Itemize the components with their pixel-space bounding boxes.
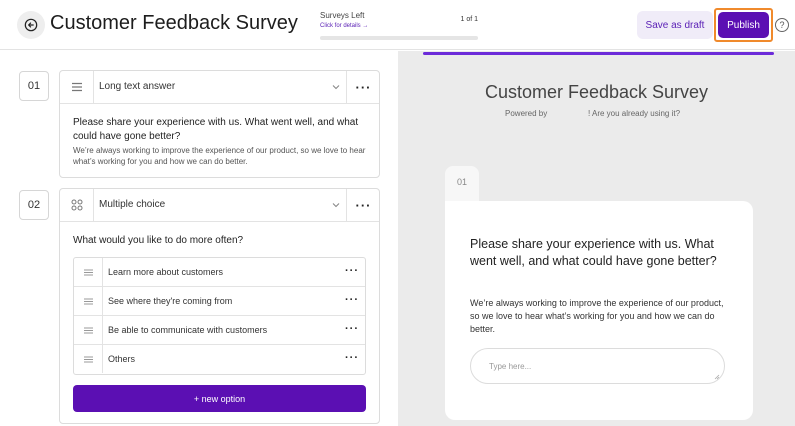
arrow-left-icon [24,18,38,32]
preview-progress-bar [423,52,774,55]
option-more-icon[interactable]: ··· [345,294,359,306]
option-label[interactable]: See where they're coming from [108,296,233,306]
question-number-badge: 01 [19,71,49,101]
help-icon[interactable]: ? [775,18,789,32]
preview-question-title: Please share your experience with us. Wh… [470,237,717,268]
question-card-2[interactable]: Multiple choice ··· What would you like … [59,188,380,424]
drag-handle-icon[interactable] [74,345,103,373]
surveys-count: 1 of 1 [460,16,478,23]
question-type-selector[interactable]: Long text answer ··· [60,71,379,104]
surveys-left-label: Surveys Left [320,11,365,20]
survey-preview-panel: Customer Feedback Survey Powered by ! Ar… [398,51,795,426]
question-type-label: Multiple choice [99,199,166,210]
question-card-1[interactable]: Long text answer ··· Please share your e… [59,70,380,178]
resize-handle-icon[interactable] [714,374,720,380]
back-button[interactable] [17,11,45,39]
preview-answer-input[interactable]: Type here... [470,348,725,384]
question-type-label: Long text answer [99,81,176,92]
question-type-selector[interactable]: Multiple choice ··· [60,189,379,222]
surveys-left-widget: Surveys Left Click for details → 1 of 1 [320,11,478,40]
chevron-down-icon [332,85,340,90]
option-row[interactable]: Others ··· [74,345,365,374]
preview-input-placeholder: Type here... [489,362,532,371]
option-more-icon[interactable]: ··· [345,323,359,335]
new-option-button[interactable]: + new option [73,385,366,412]
drag-handle-icon[interactable] [74,316,103,344]
option-label[interactable]: Be able to communicate with customers [108,325,268,335]
save-draft-button[interactable]: Save as draft [637,11,713,39]
question-description[interactable]: We’re always working to improve the expe… [73,146,366,166]
option-more-icon[interactable]: ··· [345,265,359,277]
publish-button[interactable]: Publish [718,12,769,38]
surveys-progress-bar [320,36,478,40]
option-row[interactable]: Be able to communicate with customers ··… [74,316,365,345]
question-title[interactable]: Please share your experience with us. Wh… [73,117,359,142]
option-label[interactable]: Learn more about customers [108,267,224,277]
top-bar: Customer Feedback Survey Surveys Left Cl… [0,0,795,50]
publish-highlight: Publish [714,8,773,42]
details-link[interactable]: Click for details → [320,23,369,29]
question-number-badge: 02 [19,190,49,220]
drag-handle-icon[interactable] [74,258,103,286]
question-title[interactable]: What would you like to do more often? [73,235,244,246]
preview-question-tab: 01 [445,166,479,202]
preview-title: Customer Feedback Survey [484,82,709,102]
chevron-down-icon [332,203,340,208]
options-list: Learn more about customers ··· See where… [73,257,366,375]
page-title: Customer Feedback Survey [50,12,298,34]
drag-handle-icon[interactable] [74,287,103,315]
powered-by-text: Powered by [505,109,548,118]
using-prompt-text: ! Are you already using it? [588,109,681,118]
more-options-button[interactable]: ··· [346,71,380,103]
option-row[interactable]: Learn more about customers ··· [74,258,365,287]
preview-question-description: We’re always working to improve the expe… [470,298,724,334]
option-more-icon[interactable]: ··· [345,352,359,364]
grid-icon [60,189,94,221]
more-options-button[interactable]: ··· [346,189,380,221]
preview-question-card: Please share your experience with us. Wh… [445,201,753,420]
text-lines-icon [60,71,94,103]
option-label[interactable]: Others [108,354,136,364]
option-row[interactable]: See where they're coming from ··· [74,287,365,316]
